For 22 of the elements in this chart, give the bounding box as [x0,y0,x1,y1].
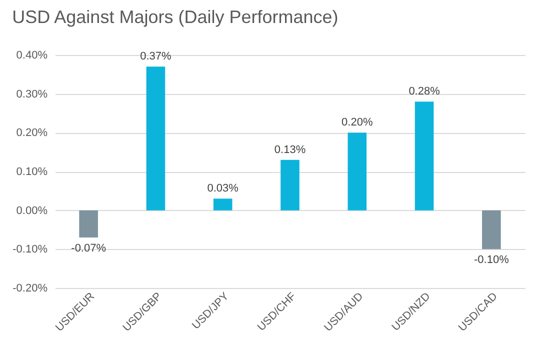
bar [280,160,300,210]
chart-title: USD Against Majors (Daily Performance) [12,7,338,27]
data-label: 0.37% [140,50,172,63]
data-label: 0.13% [274,144,306,156]
y-tick-label: 0.30% [16,88,48,100]
bar [414,102,434,210]
y-tick-label: 0.10% [16,166,48,178]
data-label: -0.07% [71,242,106,255]
y-tick-label: 0.40% [16,50,48,62]
data-label: 0.28% [408,86,440,98]
y-tick-label: 0.20% [16,127,48,140]
bar [146,66,166,210]
bar [213,198,232,210]
data-label: 0.03% [207,182,239,195]
y-tick-label: -0.10% [12,244,48,256]
bar [348,132,367,210]
y-tick-label: -0.20% [12,282,48,294]
data-label: -0.10% [474,254,510,266]
data-label: 0.20% [342,116,373,129]
bar [79,210,98,238]
bar [482,210,501,250]
y-tick-label: 0.00% [16,204,48,217]
